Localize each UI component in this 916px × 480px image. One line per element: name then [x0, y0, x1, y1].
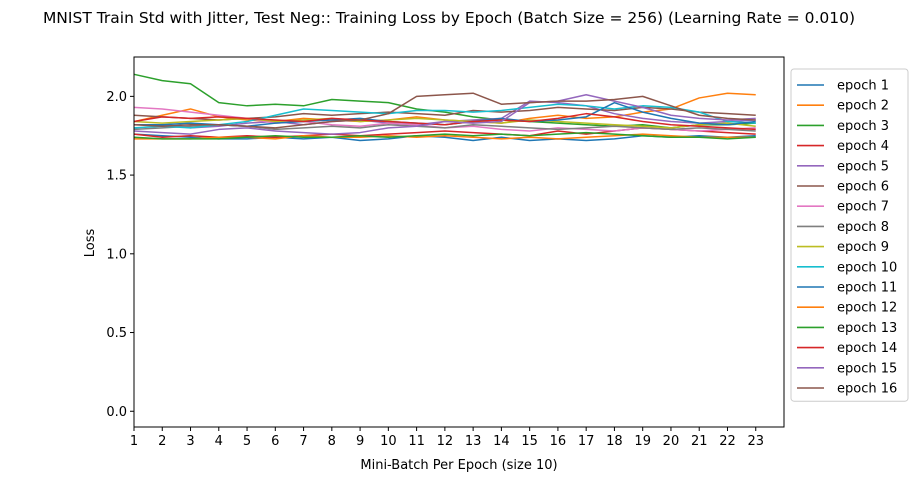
x-tick-label: 12: [437, 434, 454, 449]
x-tick-label: 6: [271, 434, 279, 449]
legend-label: epoch 3: [837, 119, 889, 134]
x-tick-label: 19: [634, 434, 651, 449]
x-tick-label: 4: [215, 434, 223, 449]
plot-series: [133, 73, 756, 142]
chart-title: MNIST Train Std with Jitter, Test Neg:: …: [43, 9, 855, 27]
legend-label: epoch 14: [837, 341, 897, 356]
x-tick-label: 1: [130, 434, 138, 449]
x-tick-label: 14: [493, 434, 510, 449]
legend-label: epoch 1: [837, 79, 889, 94]
x-tick-label: 2: [158, 434, 166, 449]
x-tick-label: 11: [408, 434, 425, 449]
x-tick-label: 13: [465, 434, 482, 449]
series-line-3: [133, 73, 756, 129]
y-axis-ticks: 0.0 0.5 1.0 1.5 2.0: [106, 90, 134, 420]
series-line-14: [133, 112, 756, 131]
legend-label: epoch 2: [837, 99, 889, 114]
legend-label: epoch 15: [837, 361, 897, 376]
legend: epoch 1 epoch 2 epoch 3 epoch 4 epoch 5 epoch…: [790, 68, 909, 402]
x-tick-label: 7: [299, 434, 307, 449]
x-tick-label: 16: [550, 434, 567, 449]
y-tick-label: 2.0: [106, 90, 127, 105]
y-tick-label: 1.0: [106, 247, 127, 262]
y-tick-label: 1.5: [106, 169, 127, 184]
x-tick-label: 3: [186, 434, 194, 449]
legend-label: epoch 11: [837, 281, 897, 296]
series-line-10: [133, 103, 756, 129]
legend-label: epoch 10: [837, 260, 897, 275]
x-tick-label: 9: [356, 434, 364, 449]
x-axis-label: Mini-Batch Per Epoch (size 10): [360, 458, 557, 473]
legend-label: epoch 6: [837, 180, 889, 195]
legend-box: [790, 68, 909, 402]
legend-label: epoch 5: [837, 159, 889, 174]
legend-label: epoch 8: [837, 220, 889, 235]
x-tick-label: 22: [719, 434, 736, 449]
x-tick-label: 23: [747, 434, 764, 449]
legend-label: epoch 9: [837, 240, 889, 255]
legend-label: epoch 13: [837, 321, 897, 336]
x-tick-label: 15: [521, 434, 538, 449]
legend-label: epoch 4: [837, 139, 889, 154]
legend-label: epoch 7: [837, 200, 889, 215]
x-tick-label: 20: [663, 434, 680, 449]
legend-label: epoch 16: [837, 382, 897, 397]
x-tick-label: 8: [328, 434, 336, 449]
y-tick-label: 0.5: [106, 326, 127, 341]
y-tick-label: 0.0: [106, 405, 127, 420]
series-line-16: [133, 92, 756, 129]
x-axis-ticks: 1 2 3 4 5 6 7 8 9 10 11 12 13 14 15 16 17 18 19 20 21 22 23: [130, 427, 764, 449]
legend-label: epoch 12: [837, 301, 897, 316]
series-line-13: [133, 131, 756, 140]
x-tick-label: 5: [243, 434, 251, 449]
y-axis-label: Loss: [83, 229, 98, 258]
x-tick-label: 18: [606, 434, 623, 449]
series-line-15: [133, 94, 756, 135]
plot-frame: [133, 56, 785, 428]
x-tick-label: 10: [380, 434, 397, 449]
x-tick-label: 17: [578, 434, 595, 449]
series-line-9: [133, 117, 756, 129]
x-tick-label: 21: [691, 434, 708, 449]
